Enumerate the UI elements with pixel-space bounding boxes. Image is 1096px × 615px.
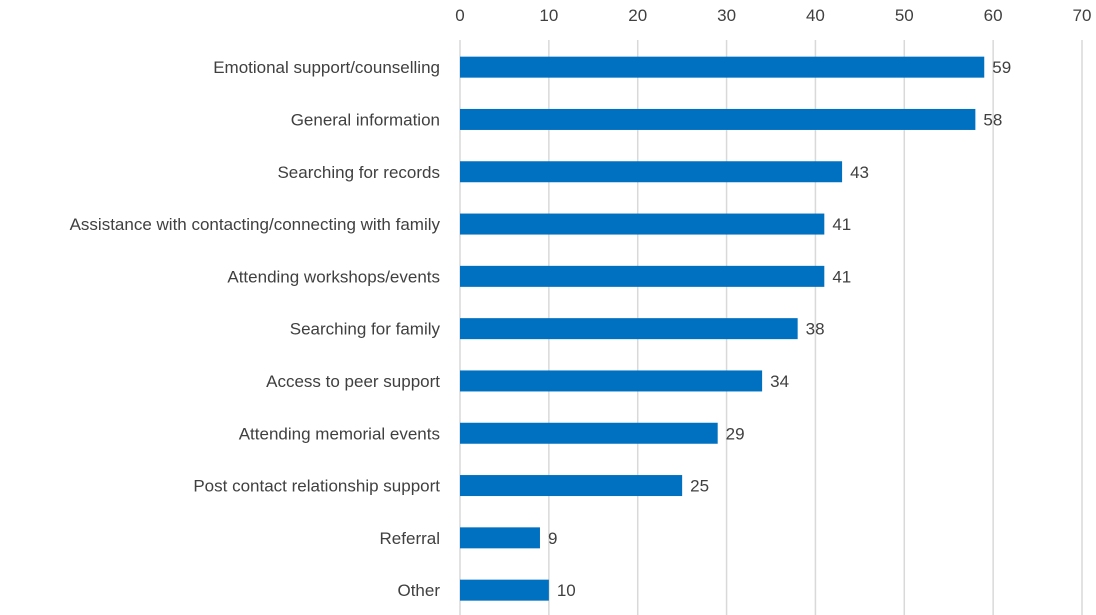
x-tick-label-40: 40 (806, 6, 825, 25)
bar-8 (460, 475, 683, 497)
data-label-1: 58 (983, 110, 1002, 129)
bar-6 (460, 370, 763, 392)
category-label-7: Attending memorial events (239, 424, 440, 443)
data-label-7: 29 (726, 424, 745, 443)
category-label-0: Emotional support/counselling (213, 58, 440, 77)
category-label-3: Assistance with contacting/connecting wi… (70, 215, 441, 234)
bar-5 (460, 318, 798, 340)
data-label-4: 41 (832, 267, 851, 286)
x-axis-tick-labels: 0 10 20 30 40 50 60 70 (455, 6, 1091, 25)
data-labels: 59 58 43 41 41 38 34 29 25 9 10 (548, 58, 1011, 600)
x-tick-label-60: 60 (984, 6, 1003, 25)
category-label-5: Searching for family (290, 320, 441, 339)
category-label-10: Other (397, 581, 440, 600)
bar-2 (460, 161, 843, 183)
bar-4 (460, 265, 825, 287)
category-label-8: Post contact relationship support (193, 477, 440, 496)
bar-3 (460, 213, 825, 235)
x-tick-label-30: 30 (717, 6, 736, 25)
data-label-0: 59 (992, 58, 1011, 77)
bar-7 (460, 422, 718, 444)
x-tick-label-10: 10 (539, 6, 558, 25)
bar-0 (460, 56, 985, 78)
category-label-1: General information (291, 110, 440, 129)
data-label-9: 9 (548, 529, 557, 548)
x-tick-label-70: 70 (1073, 6, 1092, 25)
data-label-2: 43 (850, 163, 869, 182)
category-label-9: Referral (380, 529, 440, 548)
category-label-2: Searching for records (277, 163, 440, 182)
category-label-4: Attending workshops/events (227, 267, 440, 286)
x-tick-label-50: 50 (895, 6, 914, 25)
category-labels: Emotional support/counselling General inf… (70, 58, 441, 600)
data-label-8: 25 (690, 477, 709, 496)
data-label-6: 34 (770, 372, 789, 391)
data-label-10: 10 (557, 581, 576, 600)
bar-9 (460, 527, 540, 549)
bars (460, 56, 985, 601)
bar-10 (460, 579, 549, 601)
x-tick-label-20: 20 (628, 6, 647, 25)
data-label-5: 38 (806, 320, 825, 339)
x-tick-label-0: 0 (455, 6, 464, 25)
category-label-6: Access to peer support (266, 372, 440, 391)
bar-1 (460, 108, 976, 130)
data-label-3: 41 (832, 215, 851, 234)
